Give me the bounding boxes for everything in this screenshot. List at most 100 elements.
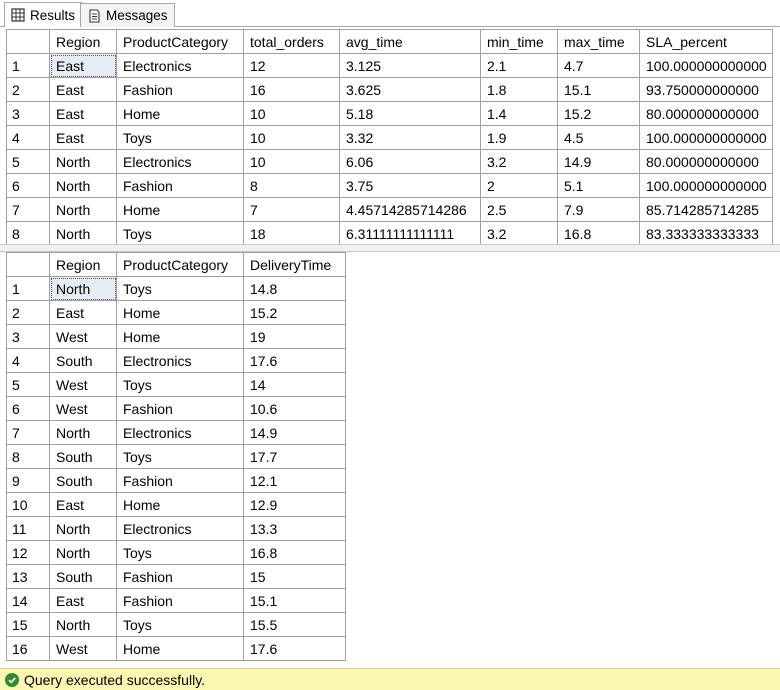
row-number[interactable]: 11 [6, 516, 50, 541]
result-grid-2[interactable]: Region ProductCategory DeliveryTime 1 North… [0, 252, 780, 662]
grid-cell[interactable]: Electronics [116, 149, 244, 174]
grid-cell[interactable]: 3.75 [339, 173, 481, 198]
grid-cell[interactable]: 3.32 [339, 125, 481, 150]
row-number[interactable]: 5 [6, 372, 50, 397]
grid-cell[interactable]: 3.2 [480, 221, 558, 244]
grid-cell[interactable]: 16.8 [243, 540, 346, 565]
grid-cell[interactable]: Toys [116, 221, 244, 244]
column-header[interactable]: total_orders [243, 29, 340, 54]
grid-cell[interactable]: East [49, 300, 117, 325]
row-number[interactable]: 15 [6, 612, 50, 637]
row-number[interactable]: 10 [6, 492, 50, 517]
grid-cell[interactable]: 83.333333333333 [639, 221, 773, 244]
grid-cell[interactable]: 14.9 [243, 420, 346, 445]
grid-cell[interactable]: Home [116, 324, 244, 349]
row-number[interactable]: 8 [6, 221, 50, 244]
grid-cell[interactable]: 2.5 [480, 197, 558, 222]
tab-results[interactable]: Results [4, 2, 83, 27]
grid-cell[interactable]: 1.4 [480, 101, 558, 126]
grid-cell[interactable]: 10.6 [243, 396, 346, 421]
grid-cell[interactable]: North [49, 420, 117, 445]
row-number[interactable]: 3 [6, 101, 50, 126]
grid-cell[interactable]: 80.000000000000 [639, 149, 773, 174]
row-number[interactable]: 9 [6, 468, 50, 493]
grid-cell[interactable]: Home [116, 636, 244, 661]
grid-cell[interactable]: East [49, 588, 117, 613]
grid-cell[interactable]: North [49, 612, 117, 637]
grid-cell[interactable]: East [49, 101, 117, 126]
grid-cell[interactable]: West [49, 396, 117, 421]
grid-cell[interactable]: 100.000000000000 [639, 125, 773, 150]
tab-messages[interactable]: Messages [80, 3, 175, 27]
grid-cell[interactable]: Fashion [116, 173, 244, 198]
grid-cell[interactable]: 3.625 [339, 77, 481, 102]
grid-cell[interactable]: 100.000000000000 [639, 173, 773, 198]
grid-cell[interactable]: Toys [116, 444, 244, 469]
grid-cell[interactable]: East [49, 53, 117, 78]
grid-cell[interactable]: 15.2 [243, 300, 346, 325]
row-number[interactable]: 1 [6, 276, 50, 301]
grid-cell[interactable]: 3.125 [339, 53, 481, 78]
column-header[interactable]: min_time [480, 29, 558, 54]
grid-cell[interactable]: Electronics [116, 348, 244, 373]
grid-cell[interactable]: 93.750000000000 [639, 77, 773, 102]
row-number[interactable]: 2 [6, 300, 50, 325]
row-number[interactable]: 4 [6, 125, 50, 150]
grid-cell[interactable]: 17.6 [243, 636, 346, 661]
row-number-header[interactable] [6, 252, 50, 277]
grid-cell[interactable]: South [49, 564, 117, 589]
grid-cell[interactable]: 17.6 [243, 348, 346, 373]
grid-cell[interactable]: 15 [243, 564, 346, 589]
grid-cell[interactable]: 2 [480, 173, 558, 198]
grid-cell[interactable]: 1.9 [480, 125, 558, 150]
grid-cell[interactable]: 4.5 [557, 125, 640, 150]
grid-cell[interactable]: 6.31111111111111 [339, 221, 481, 244]
grid-cell[interactable]: Electronics [116, 516, 244, 541]
grid-cell[interactable]: Home [116, 492, 244, 517]
grid-cell[interactable]: 12 [243, 53, 340, 78]
grid-cell[interactable]: Fashion [116, 77, 244, 102]
grid-cell[interactable]: Toys [116, 125, 244, 150]
grid-cell[interactable]: East [49, 77, 117, 102]
grid-cell[interactable]: Toys [116, 540, 244, 565]
grid-cell[interactable]: North [49, 516, 117, 541]
grid-cell[interactable]: 13.3 [243, 516, 346, 541]
grid-cell[interactable]: East [49, 125, 117, 150]
column-header[interactable]: ProductCategory [116, 29, 244, 54]
row-number[interactable]: 1 [6, 53, 50, 78]
grid-cell[interactable]: West [49, 636, 117, 661]
grid-cell[interactable]: 10 [243, 101, 340, 126]
grid-cell[interactable]: 7 [243, 197, 340, 222]
grid-cell[interactable]: Electronics [116, 420, 244, 445]
row-number-header[interactable] [6, 29, 50, 54]
grid-cell[interactable]: 8 [243, 173, 340, 198]
column-header[interactable]: avg_time [339, 29, 481, 54]
result-grid-1[interactable]: Region ProductCategory total_orders avg_tim… [0, 29, 780, 244]
grid-cell[interactable]: 14 [243, 372, 346, 397]
grid-cell[interactable]: 18 [243, 221, 340, 244]
grid-splitter[interactable] [0, 244, 780, 252]
column-header[interactable]: max_time [557, 29, 640, 54]
grid-cell[interactable]: North [49, 540, 117, 565]
grid-cell[interactable]: Fashion [116, 588, 244, 613]
grid-cell[interactable]: 4.7 [557, 53, 640, 78]
grid-cell[interactable]: Toys [116, 372, 244, 397]
column-header[interactable]: Region [49, 252, 117, 277]
grid-cell[interactable]: 15.1 [557, 77, 640, 102]
column-header[interactable]: ProductCategory [116, 252, 244, 277]
grid-cell[interactable]: South [49, 468, 117, 493]
grid-cell[interactable]: South [49, 348, 117, 373]
grid-cell[interactable]: 80.000000000000 [639, 101, 773, 126]
grid-cell[interactable]: 3.2 [480, 149, 558, 174]
grid-cell[interactable]: 14.9 [557, 149, 640, 174]
grid-cell[interactable]: 85.714285714285 [639, 197, 773, 222]
grid-cell[interactable]: West [49, 372, 117, 397]
row-number[interactable]: 6 [6, 173, 50, 198]
grid-cell[interactable]: Electronics [116, 53, 244, 78]
grid-cell[interactable]: South [49, 444, 117, 469]
grid-cell[interactable]: 15.2 [557, 101, 640, 126]
grid-cell[interactable]: North [49, 149, 117, 174]
grid-cell[interactable]: Fashion [116, 396, 244, 421]
row-number[interactable]: 2 [6, 77, 50, 102]
grid-cell[interactable]: 6.06 [339, 149, 481, 174]
